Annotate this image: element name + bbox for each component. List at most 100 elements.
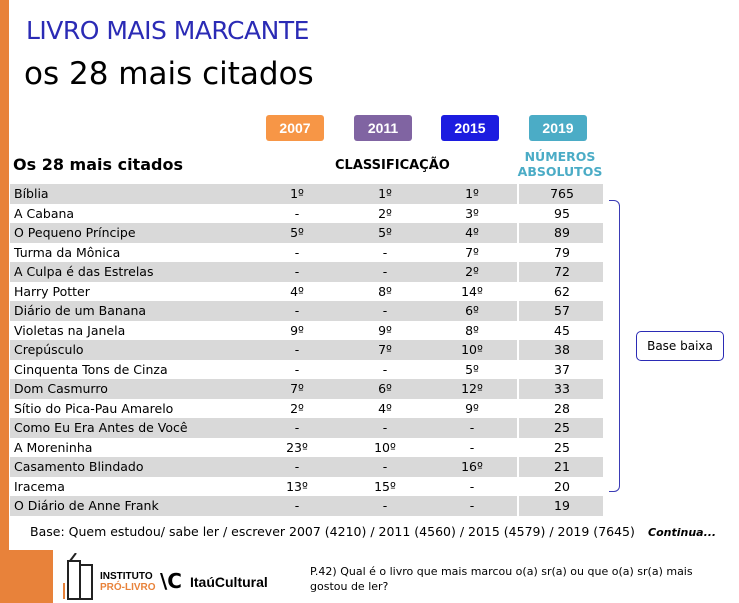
rank-2011: 2º [378, 205, 392, 221]
year-badge-2019: 2019 [529, 115, 587, 141]
rank-2011: - [382, 361, 388, 377]
count-2019: 25 [517, 418, 605, 438]
book-title: Crepúsculo [14, 342, 84, 357]
book-title: Bíblia [14, 186, 49, 201]
rank-2007: - [294, 303, 300, 318]
count-2019: 72 [517, 262, 605, 282]
absolute-header-line1: NÚMEROS [524, 149, 596, 164]
rank-2007: - [294, 342, 300, 357]
left-accent-bar [0, 0, 9, 603]
page-title: LIVRO MAIS MARCANTE [26, 16, 309, 45]
rank-2007: - [294, 498, 300, 513]
count-2019: 33 [517, 379, 605, 399]
rank-2007: 9º [290, 322, 304, 338]
rank-2011: 6º [378, 381, 392, 396]
books-table: Bíblia 1º 1º 1º 765 A Cabana -2º 3º 95 O Pequeno … [10, 184, 603, 516]
count-2019: 37 [517, 359, 605, 379]
count-2019: 20 [517, 476, 605, 496]
rank-2015: - [469, 498, 475, 513]
rank-2015: 6º [465, 303, 479, 318]
book-title: Violetas na Janela [14, 322, 126, 338]
count-2019: 95 [517, 203, 605, 223]
absolute-numbers-header: NÚMEROS ABSOLUTOS [517, 149, 603, 179]
itau-cultural-label: ItaúCultural [190, 574, 268, 590]
table-row: A Moreninha 23º 10º - 25 [10, 437, 605, 457]
count-2019: 28 [517, 398, 605, 418]
books-logo-icon [63, 553, 93, 600]
count-2019: 57 [517, 301, 605, 321]
rank-2007: - [294, 361, 300, 377]
rank-2007: 4º [290, 283, 304, 299]
book-title: O Diário de Anne Frank [14, 498, 159, 513]
rank-2015: - [469, 439, 475, 455]
rank-2011: - [382, 459, 388, 474]
rank-2007: 23º [286, 439, 308, 455]
instituto-label: INSTITUTO [100, 571, 153, 582]
table-row: Dom Casmurro 7º 6º 12º 33 [10, 379, 603, 399]
table-row: Bíblia 1º 1º 1º 765 [10, 184, 603, 204]
count-2019: 79 [517, 242, 605, 262]
rank-2007: 7º [290, 381, 304, 396]
rank-2011: - [382, 264, 388, 279]
rank-2015: - [469, 478, 475, 494]
book-title: Dom Casmurro [14, 381, 108, 396]
table-row: Iracema 13º 15º - 20 [10, 476, 605, 496]
table-row: Turma da Mônica - - 7º 79 [10, 242, 605, 262]
table-row: O Pequeno Príncipe 5º 5º 4º 89 [10, 223, 603, 243]
rank-2015: 10º [461, 342, 483, 357]
year-badge-2011: 2011 [354, 115, 412, 141]
rank-2015: 16º [461, 459, 483, 474]
rank-2007: - [294, 205, 300, 221]
book-title: Turma da Mônica [14, 244, 121, 260]
rank-2011: 10º [374, 439, 396, 455]
year-badge-2007: 2007 [266, 115, 324, 141]
rank-2011: 7º [378, 342, 392, 357]
itau-mark-icon: \C [160, 569, 182, 593]
table-row: Como Eu Era Antes de Você - - - 25 [10, 418, 603, 438]
count-2019: 21 [517, 457, 605, 477]
book-title: A Cabana [14, 205, 75, 221]
rank-2015: 7º [465, 244, 479, 260]
rank-2011: 5º [378, 225, 392, 240]
book-title: Iracema [14, 478, 65, 494]
count-2019: 89 [517, 223, 605, 243]
table-row: Violetas na Janela 9º 9º 8º 45 [10, 320, 603, 340]
rank-2007: - [294, 459, 300, 474]
rank-2011: 4º [378, 400, 392, 416]
pro-livro-label: PRÓ-LIVRO [100, 582, 156, 593]
rank-2011: - [382, 244, 388, 260]
table-row: Diário de um Banana - - 6º 57 [10, 301, 603, 321]
absolute-header-line2: ABSOLUTOS [517, 164, 603, 179]
book-title: O Pequeno Príncipe [14, 225, 136, 240]
rank-2015: 8º [465, 322, 479, 338]
rank-2011: 15º [374, 478, 396, 494]
continue-label: Continua... [648, 526, 717, 539]
count-2019: 38 [517, 340, 605, 360]
bottom-accent-block [0, 550, 53, 603]
table-row: Sítio do Pica-Pau Amarelo 2º 4º 9º 28 [10, 398, 605, 418]
table-row: A Culpa é das Estrelas - - 2º 72 [10, 262, 603, 282]
rank-2011: 9º [378, 322, 392, 338]
rank-2015: 4º [465, 225, 479, 240]
book-title: Harry Potter [14, 283, 90, 299]
book-title: Como Eu Era Antes de Você [14, 420, 188, 435]
rank-2007: - [294, 244, 300, 260]
rank-2015: 9º [465, 400, 479, 416]
rank-2007: 5º [290, 225, 304, 240]
rank-2015: 12º [461, 381, 483, 396]
rank-2007: - [294, 420, 300, 435]
book-title: Diário de um Banana [14, 303, 147, 318]
table-title: Os 28 mais citados [13, 155, 183, 174]
book-title: Casamento Blindado [14, 459, 144, 474]
table-row: A Cabana - 2º 3º 95 [10, 203, 605, 223]
count-2019: 25 [517, 437, 605, 457]
book-title: A Moreninha [14, 439, 93, 455]
table-row: Harry Potter 4º 8º 14º 62 [10, 281, 603, 301]
book-title: Cinquenta Tons de Cinza [14, 361, 168, 377]
low-base-note: Base baixa [636, 331, 724, 361]
book-title: A Culpa é das Estrelas [14, 264, 154, 279]
table-row: Cinquenta Tons de Cinza - - 5º 37 [10, 359, 605, 379]
rank-2011: 1º [378, 186, 392, 201]
bracket [609, 200, 620, 492]
book-title: Sítio do Pica-Pau Amarelo [14, 400, 174, 416]
